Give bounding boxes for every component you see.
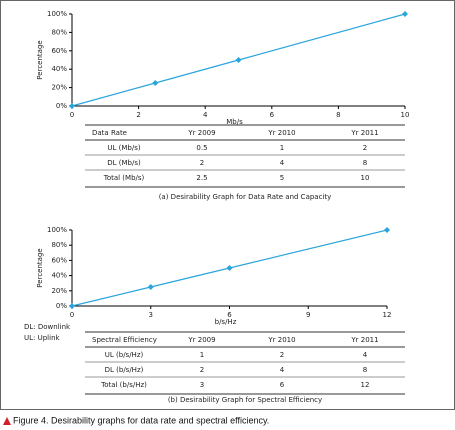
table-cell: DL (Mb/s): [107, 159, 141, 167]
x-tick-label: 3: [149, 311, 153, 319]
x-tick-label: 8: [336, 111, 340, 119]
table-cell: 4: [363, 351, 368, 359]
table-cell: 8: [363, 366, 367, 374]
y-tick-label: 0%: [56, 102, 67, 110]
table-header: Yr 2010: [267, 336, 295, 344]
y-tick-label: 60%: [51, 256, 67, 264]
x-tick-label: 4: [203, 111, 208, 119]
y-axis-label: Percentage: [36, 40, 44, 79]
table-cell: 0.5: [196, 144, 207, 152]
y-axis-label: Percentage: [36, 248, 44, 287]
caption-marker: [3, 417, 11, 425]
y-tick-label: 20%: [51, 287, 67, 295]
table-cell: 2.5: [196, 174, 207, 182]
y-tick-label: 20%: [51, 84, 67, 92]
data-line: [71, 13, 406, 107]
table-cell: 5: [280, 174, 284, 182]
table-cell: 2: [200, 159, 204, 167]
table-cell: Total (Mb/s): [103, 174, 145, 182]
y-tick-label: 80%: [51, 28, 67, 36]
table-cell: 1: [280, 144, 284, 152]
note: DL: Downlink: [24, 323, 71, 331]
data-point: [69, 303, 75, 309]
y-tick-label: 100%: [47, 226, 67, 234]
table-cell: 3: [200, 381, 204, 389]
table-cell: 2: [280, 351, 284, 359]
table-header: Yr 2009: [187, 129, 215, 137]
data-point: [384, 227, 390, 233]
x-axis-label: b/s/Hz: [215, 318, 237, 326]
y-tick-label: 100%: [47, 10, 67, 18]
data-point: [402, 11, 408, 17]
table-header: Yr 2011: [350, 336, 378, 344]
table-cell: Total (b/s/Hz): [100, 381, 147, 389]
table-header: Yr 2009: [187, 336, 215, 344]
table-header: Data Rate: [92, 129, 127, 137]
table-cell: 6: [280, 381, 285, 389]
data-point: [69, 103, 75, 109]
table-cell: DL (b/s/Hz): [105, 366, 144, 374]
x-tick-label: 0: [70, 111, 74, 119]
table-cell: 8: [363, 159, 367, 167]
data-point: [152, 80, 159, 86]
table-header: Yr 2011: [350, 129, 378, 137]
data-point: [235, 57, 242, 63]
table-cell: 10: [361, 174, 370, 182]
table-header: Yr 2010: [267, 129, 295, 137]
y-tick-label: 80%: [51, 241, 67, 249]
y-tick-label: 40%: [51, 272, 67, 280]
table-cell: 1: [200, 351, 204, 359]
table-cell: UL (b/s/Hz): [105, 351, 144, 359]
x-tick-label: 10: [401, 111, 410, 119]
y-tick-label: 0%: [56, 302, 67, 310]
table-cell: 12: [361, 381, 370, 389]
figure-frame: [0, 0, 455, 410]
table-cell: 2: [200, 366, 204, 374]
table-caption: (b) Desirability Graph for Spectral Effi…: [168, 396, 322, 404]
x-tick-label: 0: [70, 311, 74, 319]
data-line: [71, 229, 388, 307]
data-point: [147, 284, 154, 290]
x-tick-label: 6: [270, 111, 275, 119]
y-tick-label: 40%: [51, 65, 67, 73]
figure-caption: Figure 4. Desirability graphs for data r…: [13, 415, 269, 425]
x-tick-label: 2: [136, 111, 140, 119]
table-cell: 4: [280, 159, 285, 167]
table-cell: UL (Mb/s): [107, 144, 140, 152]
y-tick-label: 60%: [51, 47, 67, 55]
table-header: Spectral Efficiency: [92, 336, 157, 344]
note: UL: Uplink: [24, 334, 61, 342]
table-caption: (a) Desirability Graph for Data Rate and…: [159, 193, 332, 201]
x-axis-label: Mb/s: [226, 118, 243, 126]
x-tick-label: 6: [227, 311, 232, 319]
data-point: [226, 265, 233, 271]
table-cell: 4: [280, 366, 285, 374]
table-cell: 2: [363, 144, 367, 152]
x-tick-label: 9: [306, 311, 310, 319]
x-tick-label: 12: [383, 311, 392, 319]
